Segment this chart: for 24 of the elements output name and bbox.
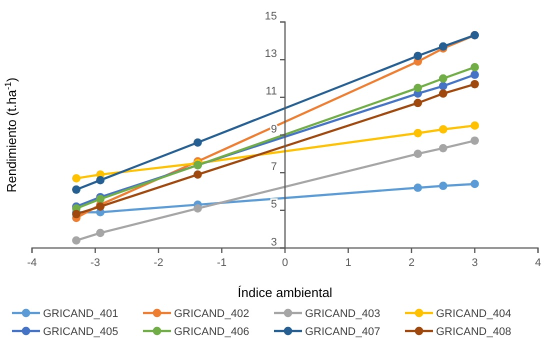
x-tick-label: -1 (216, 256, 227, 269)
legend-label: GRICAND_401 (43, 308, 118, 320)
y-tick-label: 11 (266, 86, 277, 98)
x-tick-label: -2 (154, 256, 164, 269)
legend-label: GRICAND_407 (305, 326, 380, 338)
legend-label: GRICAND_404 (436, 308, 512, 320)
x-tick-label: 0 (282, 256, 288, 269)
x-axis-title: Índice ambiental (238, 285, 332, 300)
legend-label: GRICAND_403 (305, 308, 380, 320)
legend-label: GRICAND_406 (174, 326, 250, 338)
x-tick-label: 4 (534, 256, 542, 269)
y-tick-label: 7 (270, 160, 277, 173)
x-tick-label: 3 (472, 256, 478, 269)
x-tick-label: 1 (345, 256, 352, 269)
y-tick-label: 5 (270, 198, 277, 211)
legend-label: GRICAND_405 (43, 326, 118, 338)
x-tick-label: -3 (90, 256, 100, 269)
y-tick-label: 3 (270, 236, 277, 248)
legend-label: GRICAND_408 (436, 326, 512, 338)
legend-label: GRICAND_402 (174, 308, 250, 320)
y-tick-label: 15 (264, 10, 277, 22)
x-tick-label: -4 (27, 256, 37, 269)
y-tick-label: 13 (264, 48, 277, 60)
x-tick-label: 2 (408, 256, 415, 269)
